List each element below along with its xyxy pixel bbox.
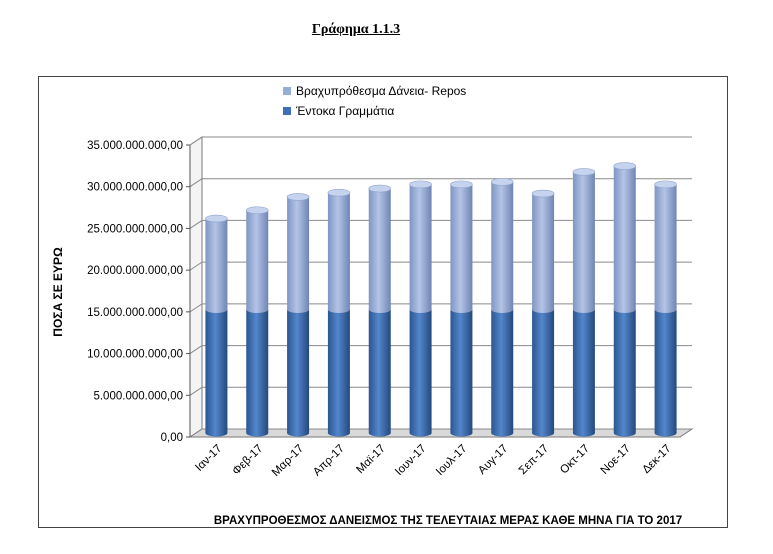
bar-cap <box>531 189 555 198</box>
x-tick-label: Νοε-17 <box>599 443 633 477</box>
bar-group <box>368 184 392 437</box>
bar-segment-entoka <box>491 309 514 437</box>
bar-cap <box>572 168 596 176</box>
bars <box>205 162 677 437</box>
legend-swatch <box>283 107 291 115</box>
bar-segment-entoka <box>205 309 228 437</box>
gridline-depth <box>189 386 203 396</box>
x-tick-label: Μαρ-17 <box>270 443 306 479</box>
bar-segment-repos <box>491 181 514 314</box>
y-axis-ticks: 0,00 5.000.000.000,00 10.000.000.000,00 15.… <box>87 140 191 444</box>
gridline-depth <box>189 136 203 146</box>
bar-segment-entoka <box>532 309 555 437</box>
legend-swatch <box>283 87 291 95</box>
bar-cap <box>245 206 269 215</box>
bar-cap <box>654 180 677 189</box>
bar-cap <box>368 184 392 193</box>
bar-segment-repos <box>287 196 310 314</box>
chart-frame <box>38 76 728 528</box>
bar-group <box>286 193 310 437</box>
bar-cap <box>613 162 637 170</box>
bar-segment-repos <box>327 192 350 314</box>
bar-segment-repos <box>368 188 391 314</box>
gridlines <box>189 136 692 438</box>
gridline-depth <box>189 428 203 438</box>
x-tick-label: Φεβ-17 <box>230 443 265 478</box>
x-tick-label: Σεπ-17 <box>517 443 552 478</box>
bar-segment-entoka <box>613 309 636 437</box>
bar-segment-repos <box>654 184 677 314</box>
bar-group <box>613 162 637 437</box>
bar-segment-entoka <box>246 309 269 437</box>
bar-segment-repos <box>205 218 228 314</box>
x-tick-label: Οκτ-17 <box>558 443 592 477</box>
bar-group <box>409 180 432 437</box>
gridline-depth <box>189 220 203 229</box>
x-tick-label: Απρ-17 <box>311 443 347 479</box>
gridline-depth <box>189 178 203 188</box>
bar-cap <box>490 178 514 186</box>
y-tick-label: 5.000.000.000,00 <box>93 390 183 402</box>
y-tick-label: 25.000.000.000,00 <box>87 223 183 235</box>
y-tick-label: 0,00 <box>161 432 183 444</box>
bar-cap <box>450 180 473 189</box>
x-tick-label: Μαϊ-17 <box>354 443 388 477</box>
bar-segment-repos <box>613 166 636 314</box>
x-axis-ticks: Ιαν-17 Φεβ-17 Μαρ-17 Απρ-17 Μαϊ-17 Ιουν-17 Ιου… <box>193 443 673 479</box>
bar-segment-entoka <box>572 309 595 437</box>
bar-group <box>245 206 269 437</box>
y-tick-label: 15.000.000.000,00 <box>87 307 183 319</box>
legend-item: Βραχυπρόθεσμα Δάνεια- Repos <box>283 84 466 98</box>
gridline-depth <box>189 261 203 271</box>
bar-cap <box>327 188 351 197</box>
bar-group <box>205 214 228 437</box>
legend: Βραχυπρόθεσμα Δάνεια- Repos Έντοκα Γραμμά… <box>283 84 466 118</box>
x-axis-label: ΒΡΑΧΥΠΡΟΘΕΣΜΟΣ ΔΑΝΕΙΣΜΟΣ ΤΗΣ ΤΕΛΕΥΤΑΙΑΣ … <box>214 515 682 527</box>
bar-segment-repos <box>532 193 555 314</box>
x-tick-label: Αυγ-17 <box>476 443 510 477</box>
y-tick-label: 10.000.000.000,00 <box>87 349 183 361</box>
legend-label: Βραχυπρόθεσμα Δάνεια- Repos <box>296 84 466 98</box>
legend-label: Έντοκα Γραμμάτια <box>295 104 394 118</box>
bar-segment-entoka <box>654 309 677 437</box>
y-tick-label: 30.000.000.000,00 <box>87 182 183 194</box>
y-axis-label: ΠΟΣΑ ΣΕ ΕΥΡΩ <box>51 247 65 337</box>
x-tick-label: Ιαν-17 <box>193 443 224 474</box>
bar-segment-entoka <box>287 309 310 437</box>
y-tick-label: 35.000.000.000,00 <box>87 140 183 152</box>
bar-segment-repos <box>246 210 269 314</box>
bar-cap <box>409 180 432 189</box>
bar-group <box>531 189 555 437</box>
side-wall <box>189 136 203 438</box>
bar-segment-entoka <box>368 309 391 437</box>
bar-group <box>490 178 514 437</box>
figure-heading: Γράφημα 1.1.3 <box>311 22 401 37</box>
bar-segment-repos <box>450 184 473 314</box>
bar-segment-repos <box>572 171 595 314</box>
bar-group <box>450 180 473 437</box>
bar-group <box>572 168 596 437</box>
bar-group <box>327 188 351 437</box>
x-tick-label: Δεκ-17 <box>640 443 673 476</box>
gridline-depth <box>189 303 203 313</box>
bar-segment-repos <box>409 184 432 314</box>
x-tick-label: Ιουλ-17 <box>434 443 470 479</box>
bar-cap <box>205 214 228 223</box>
bar-segment-entoka <box>450 309 473 437</box>
bar-segment-entoka <box>409 309 432 437</box>
y-tick-label: 20.000.000.000,00 <box>87 265 183 277</box>
bar-group <box>654 180 677 437</box>
bar-cap <box>286 193 310 201</box>
bar-segment-entoka <box>327 309 350 437</box>
gridline-depth <box>189 345 203 354</box>
x-tick-label: Ιουν-17 <box>393 443 429 479</box>
legend-item: Έντοκα Γραμμάτια <box>283 104 394 118</box>
